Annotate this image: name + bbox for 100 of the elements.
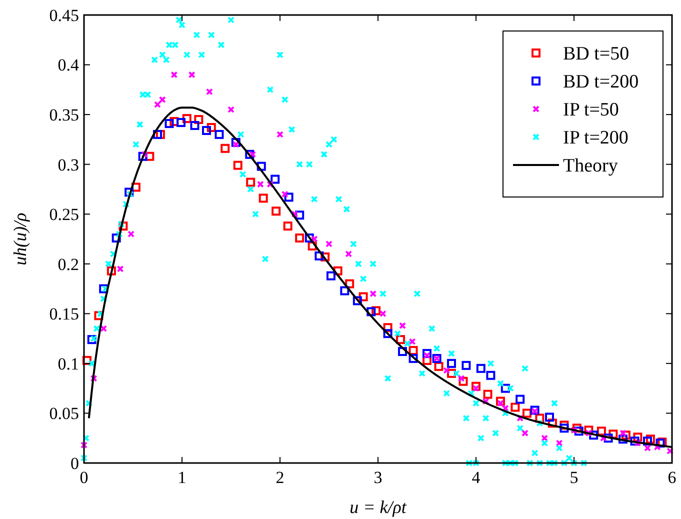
point — [383, 329, 392, 338]
point — [516, 414, 524, 422]
y-tick-label: 0.05 — [49, 404, 79, 424]
point — [326, 271, 336, 280]
point — [131, 182, 140, 192]
point — [600, 434, 607, 442]
point — [270, 174, 280, 184]
x-tick-label: 3 — [374, 468, 382, 487]
point — [333, 266, 342, 276]
point — [320, 252, 330, 262]
point — [502, 404, 509, 412]
point — [206, 88, 213, 96]
x-tick-label: 4 — [472, 468, 481, 487]
point — [145, 152, 154, 161]
point — [153, 130, 162, 139]
y-tick-label: 0.4 — [58, 56, 80, 75]
y-tick-label: 0 — [70, 454, 79, 473]
x-tick-label: 5 — [570, 468, 578, 487]
point — [246, 178, 256, 187]
point — [398, 347, 407, 356]
point — [644, 444, 651, 452]
point — [383, 323, 392, 332]
point — [220, 144, 230, 153]
point — [283, 222, 292, 231]
point — [156, 130, 165, 139]
point — [245, 150, 254, 159]
point — [545, 412, 554, 422]
point — [570, 426, 578, 434]
point — [496, 396, 505, 406]
point — [372, 306, 381, 316]
legend-label: BD t=50 — [563, 44, 630, 65]
point — [326, 240, 332, 248]
point — [214, 130, 224, 139]
y-tick-label: 0.25 — [49, 205, 79, 224]
point — [87, 335, 96, 344]
point — [541, 434, 548, 442]
point — [116, 265, 124, 272]
point — [422, 348, 432, 358]
point — [447, 368, 456, 378]
point — [458, 374, 465, 382]
point — [366, 307, 376, 316]
point — [228, 106, 234, 114]
point — [458, 376, 468, 386]
point — [522, 430, 528, 437]
point — [231, 138, 240, 147]
legend-label: IP t=200 — [563, 128, 628, 149]
point — [158, 96, 166, 104]
point — [486, 370, 496, 380]
point — [483, 390, 492, 399]
point — [472, 382, 480, 391]
point — [202, 126, 211, 135]
point — [548, 418, 557, 428]
y-tick-label: 0.3 — [58, 155, 79, 174]
point — [510, 402, 520, 412]
x-tick-label: 2 — [276, 468, 284, 487]
y-tick-label: 0.15 — [49, 304, 79, 324]
point — [170, 71, 178, 78]
point — [100, 325, 108, 332]
y-axis-title: uh(u)/ρ — [10, 212, 30, 266]
point — [634, 440, 642, 447]
point — [170, 117, 179, 126]
y-tick-label: 0.1 — [58, 354, 79, 374]
point — [256, 180, 264, 188]
x-tick-label: 6 — [668, 468, 676, 487]
point — [608, 430, 618, 439]
point — [358, 292, 368, 302]
point — [284, 192, 294, 202]
point — [535, 414, 544, 423]
x-axis-title: u = k/ρt — [350, 497, 408, 517]
point — [424, 352, 430, 359]
point — [176, 118, 186, 128]
point — [232, 140, 240, 148]
point — [654, 444, 661, 451]
point — [138, 152, 148, 161]
point — [141, 150, 148, 158]
point — [408, 338, 416, 346]
point — [266, 180, 274, 188]
point — [574, 426, 584, 436]
point — [94, 311, 104, 320]
y-tick-label: 0.2 — [58, 254, 79, 274]
point — [206, 123, 216, 132]
point — [118, 222, 128, 231]
point — [560, 424, 569, 433]
point — [272, 206, 281, 216]
point — [447, 358, 456, 368]
point — [80, 442, 88, 449]
legend-label: BD t=200 — [563, 72, 639, 93]
point — [310, 236, 318, 242]
point — [500, 384, 510, 393]
point — [106, 266, 116, 276]
point — [345, 279, 354, 288]
point — [596, 426, 606, 436]
point — [128, 230, 135, 238]
point — [422, 356, 432, 365]
point — [164, 119, 174, 128]
point — [340, 286, 350, 296]
y-tick-label: 0.45 — [49, 6, 79, 25]
point — [584, 426, 594, 435]
point — [281, 190, 288, 198]
point — [190, 121, 200, 130]
